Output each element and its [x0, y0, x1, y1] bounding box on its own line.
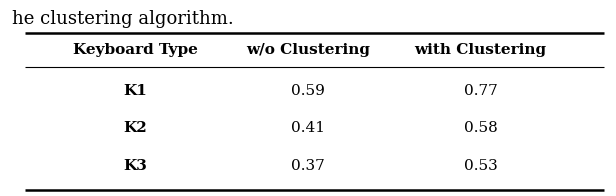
Text: K3: K3 [124, 159, 147, 173]
Text: 0.53: 0.53 [464, 159, 497, 173]
Text: with Clustering: with Clustering [415, 43, 546, 57]
Text: 0.77: 0.77 [464, 84, 497, 98]
Text: K2: K2 [124, 121, 147, 135]
Text: 0.58: 0.58 [464, 121, 497, 135]
Text: w/o Clustering: w/o Clustering [246, 43, 370, 57]
Text: K1: K1 [124, 84, 147, 98]
Text: 0.59: 0.59 [291, 84, 325, 98]
Text: 0.37: 0.37 [291, 159, 325, 173]
Text: he clustering algorithm.: he clustering algorithm. [12, 10, 234, 28]
Text: Keyboard Type: Keyboard Type [73, 43, 198, 57]
Text: 0.41: 0.41 [291, 121, 325, 135]
